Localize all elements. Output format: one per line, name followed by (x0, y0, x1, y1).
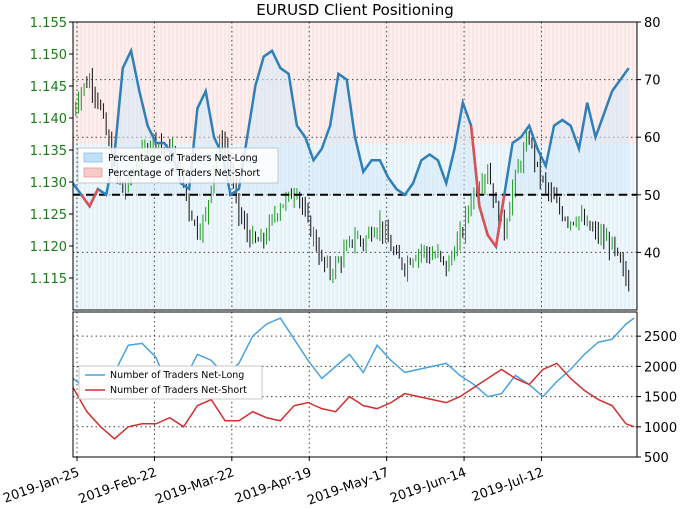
left-tick-label: 1.135 (30, 144, 67, 159)
chart-title: EURUSD Client Positioning (256, 1, 454, 19)
x-tick-label: 2019-May-17 (306, 465, 392, 508)
pct-area (73, 50, 629, 247)
upper-legend: Percentage of Traders Net-Long Percentag… (77, 147, 279, 184)
x-tick-label: 2019-Jan-25 (1, 465, 81, 506)
upper-plot-frame (72, 21, 638, 311)
pct-short-segment (486, 234, 498, 248)
lower-legend: Number of Traders Net-Long Number of Tra… (78, 365, 263, 400)
right-tick-label-lower: 1500 (644, 391, 677, 406)
pct-short-segment (469, 125, 481, 207)
right-tick-label-lower: 2500 (644, 330, 677, 345)
pct-fill (73, 50, 629, 247)
lower-panel: 500 1000 1500 2000 2500 2019-Jan-252019-Feb-… (1, 311, 677, 508)
pct-short-segments (80, 125, 506, 248)
right-tick-label-lower: 1000 (644, 421, 677, 436)
pct-short-segment (478, 205, 489, 236)
legend-label-net-short: Percentage of Traders Net-Short (108, 168, 260, 179)
pct-short-segment (88, 188, 100, 207)
x-axis-ticks: 2019-Jan-252019-Feb-222019-Mar-222019-Ap… (1, 457, 546, 508)
left-tick-label: 1.130 (30, 176, 67, 191)
right-tick-label-lower: 500 (644, 451, 669, 466)
pct-short-segment (494, 194, 506, 247)
left-tick-label: 1.120 (30, 240, 67, 255)
x-tick-label: 2019-Feb-22 (77, 465, 159, 507)
right-tick-label-lower: 2000 (644, 360, 677, 375)
pct-long-line (71, 46, 630, 250)
legend-box (77, 147, 279, 184)
x-tick-label: 2019-Mar-22 (153, 465, 236, 507)
left-axis-ticks: 1.115 1.120 1.125 1.130 1.135 1.140 1.145 1.150… (30, 16, 73, 287)
legend-swatch-net-short (83, 167, 103, 178)
legend-swatch-net-long (83, 152, 103, 163)
legend-box-lower (78, 365, 263, 400)
right-axis-ticks-upper: 40 50 60 70 80 (637, 16, 661, 261)
lower-plot-frame (72, 311, 638, 458)
left-tick-label: 1.125 (30, 208, 67, 223)
left-tick-label: 1.150 (30, 48, 67, 63)
left-tick-label: 1.155 (30, 16, 67, 31)
legend-label-count-net-short: Number of Traders Net-Short (110, 385, 247, 396)
x-tick-label: 2019-Jun-14 (388, 465, 468, 506)
left-tick-label: 1.140 (30, 112, 67, 127)
pct-short-segment (80, 194, 91, 208)
legend-label-net-long: Percentage of Traders Net-Long (108, 153, 258, 164)
x-tick-label: 2019-Jul-12 (470, 465, 546, 505)
legend-label-count-net-long: Number of Traders Net-Long (110, 370, 244, 381)
right-tick-label: 40 (644, 246, 661, 261)
right-tick-label: 80 (644, 16, 661, 31)
left-tick-label: 1.115 (30, 272, 67, 287)
net-short-count-line (72, 362, 635, 440)
right-tick-label: 50 (644, 189, 661, 204)
right-axis-ticks-lower: 500 1000 1500 2000 2500 (637, 330, 677, 466)
right-tick-label: 60 (644, 131, 661, 146)
left-tick-label: 1.145 (30, 80, 67, 95)
right-tick-label: 70 (644, 74, 661, 89)
x-tick-label: 2019-Apr-19 (233, 465, 314, 507)
upper-panel: 1.115 1.120 1.125 1.130 1.135 1.140 1.145 1.150… (30, 16, 661, 311)
